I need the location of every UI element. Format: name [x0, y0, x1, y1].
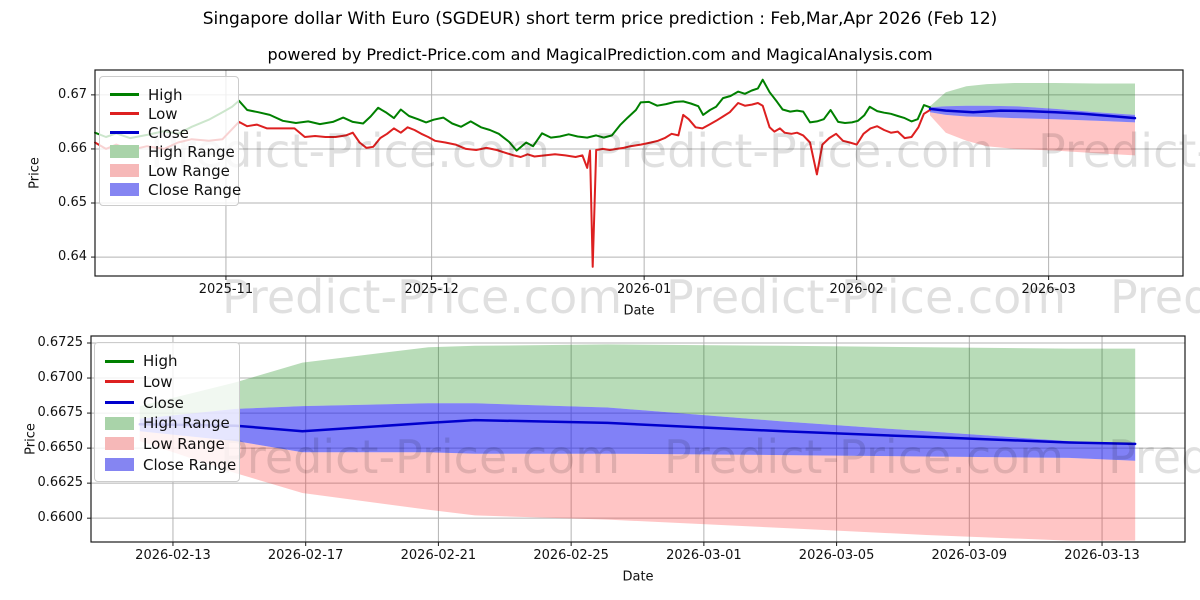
- high-range-legend-swatch: [105, 416, 134, 430]
- high-range-legend-swatch: [110, 145, 139, 158]
- close-legend-swatch: [105, 401, 134, 405]
- y-tick-label: 0.65: [58, 195, 87, 210]
- close-range-legend-swatch: [105, 458, 134, 472]
- legend-item: High Range: [105, 413, 230, 434]
- plot-frame: [94, 69, 1184, 277]
- legend-item: High Range: [110, 142, 235, 161]
- legend-box: High Low Close High Range Low Range Close Ran…: [94, 342, 240, 482]
- y-axis-label: Price: [27, 157, 43, 189]
- legend-item: Low: [110, 104, 228, 123]
- legend-item: Close Range: [105, 454, 236, 475]
- low-legend-swatch: [105, 380, 134, 384]
- top-chart-history-and-prediction: [91, 69, 1184, 280]
- plot-frame: [90, 335, 1186, 543]
- bottom-chart-prediction-detail: [87, 335, 1186, 546]
- high-range-band: [139, 344, 1136, 444]
- low-line: [94, 102, 931, 268]
- y-tick-label: 0.67: [58, 86, 87, 102]
- x-tick-label: 2026-03-05: [798, 548, 875, 563]
- y-tick-label: 0.6650: [37, 440, 84, 456]
- low-range-legend-swatch: [105, 437, 134, 451]
- legend-item: Close: [105, 392, 229, 413]
- low-range-band: [930, 112, 1135, 156]
- low-legend-swatch: [110, 112, 139, 115]
- legend-item-label: High: [148, 85, 183, 104]
- legend-item: High: [110, 85, 228, 104]
- legend-item: High: [105, 351, 229, 372]
- close-range-band: [139, 403, 1136, 461]
- chart-title: Singapore dollar With Euro (SGDEUR) shor…: [202, 9, 998, 29]
- close-range-legend-swatch: [110, 183, 139, 196]
- close-prediction-line: [928, 107, 1137, 120]
- y-tick-label: 0.6725: [37, 335, 84, 350]
- x-tick-label: 2026-02-17: [267, 548, 344, 563]
- close-legend-swatch: [110, 131, 139, 134]
- legend-item: Close: [110, 123, 228, 142]
- y-tick-label: 0.6625: [37, 475, 84, 491]
- legend-item: Close Range: [110, 180, 241, 199]
- legend-item-label: High Range: [143, 414, 230, 433]
- legend-item: Low: [105, 372, 229, 393]
- legend-item-label: High Range: [148, 142, 235, 161]
- legend-box: High Low Close High Range Low Range Close Ran…: [99, 76, 241, 206]
- low-range-band: [139, 431, 1136, 541]
- x-tick-label: 2025-11: [198, 282, 254, 297]
- legend-item-label: Low: [143, 372, 173, 391]
- legend-item-label: Low: [148, 104, 178, 123]
- high-legend-swatch: [110, 93, 139, 96]
- y-tick-label: 0.66: [58, 140, 87, 156]
- x-axis-label: Date: [622, 569, 654, 585]
- legend-item-label: Close: [143, 393, 184, 412]
- y-tick-label: 0.6675: [37, 405, 84, 421]
- legend-item-label: Close: [148, 123, 189, 142]
- x-tick-label: 2026-03-01: [666, 548, 742, 563]
- legend-item-label: Close Range: [148, 180, 242, 199]
- x-tick-label: 2026-01: [616, 282, 672, 297]
- legend-item-label: Low Range: [143, 434, 225, 453]
- x-tick-label: 2026-02: [829, 282, 884, 297]
- y-tick-label: 0.64: [58, 249, 87, 265]
- x-tick-label: 2026-03-09: [931, 548, 1008, 563]
- legend-item-label: Close Range: [143, 455, 237, 474]
- legend-item-label: Low Range: [148, 161, 230, 180]
- high-range-band: [930, 83, 1135, 115]
- y-tick-label: 0.6700: [37, 370, 84, 386]
- x-tick-label: 2026-02-21: [400, 548, 477, 563]
- close-range-band: [930, 105, 1135, 123]
- high-line: [94, 78, 931, 152]
- legend-item: Low Range: [105, 434, 229, 455]
- x-axis-label: Date: [623, 303, 655, 319]
- x-tick-label: 2026-03-13: [1064, 548, 1140, 563]
- legend-item-label: High: [143, 352, 178, 371]
- chart-subtitle: powered by Predict-Price.com and Magical…: [267, 45, 933, 64]
- close-prediction-line: [138, 418, 1137, 446]
- x-tick-label: 2026-03: [1021, 282, 1076, 297]
- x-tick-label: 2025-12: [404, 282, 459, 297]
- high-legend-swatch: [105, 359, 134, 363]
- y-axis-label: Price: [23, 423, 39, 455]
- y-tick-label: 0.6600: [37, 510, 84, 526]
- x-tick-label: 2026-02-13: [135, 548, 211, 563]
- x-tick-label: 2026-02-25: [533, 548, 609, 563]
- legend-item: Low Range: [110, 161, 230, 180]
- low-range-legend-swatch: [110, 164, 139, 177]
